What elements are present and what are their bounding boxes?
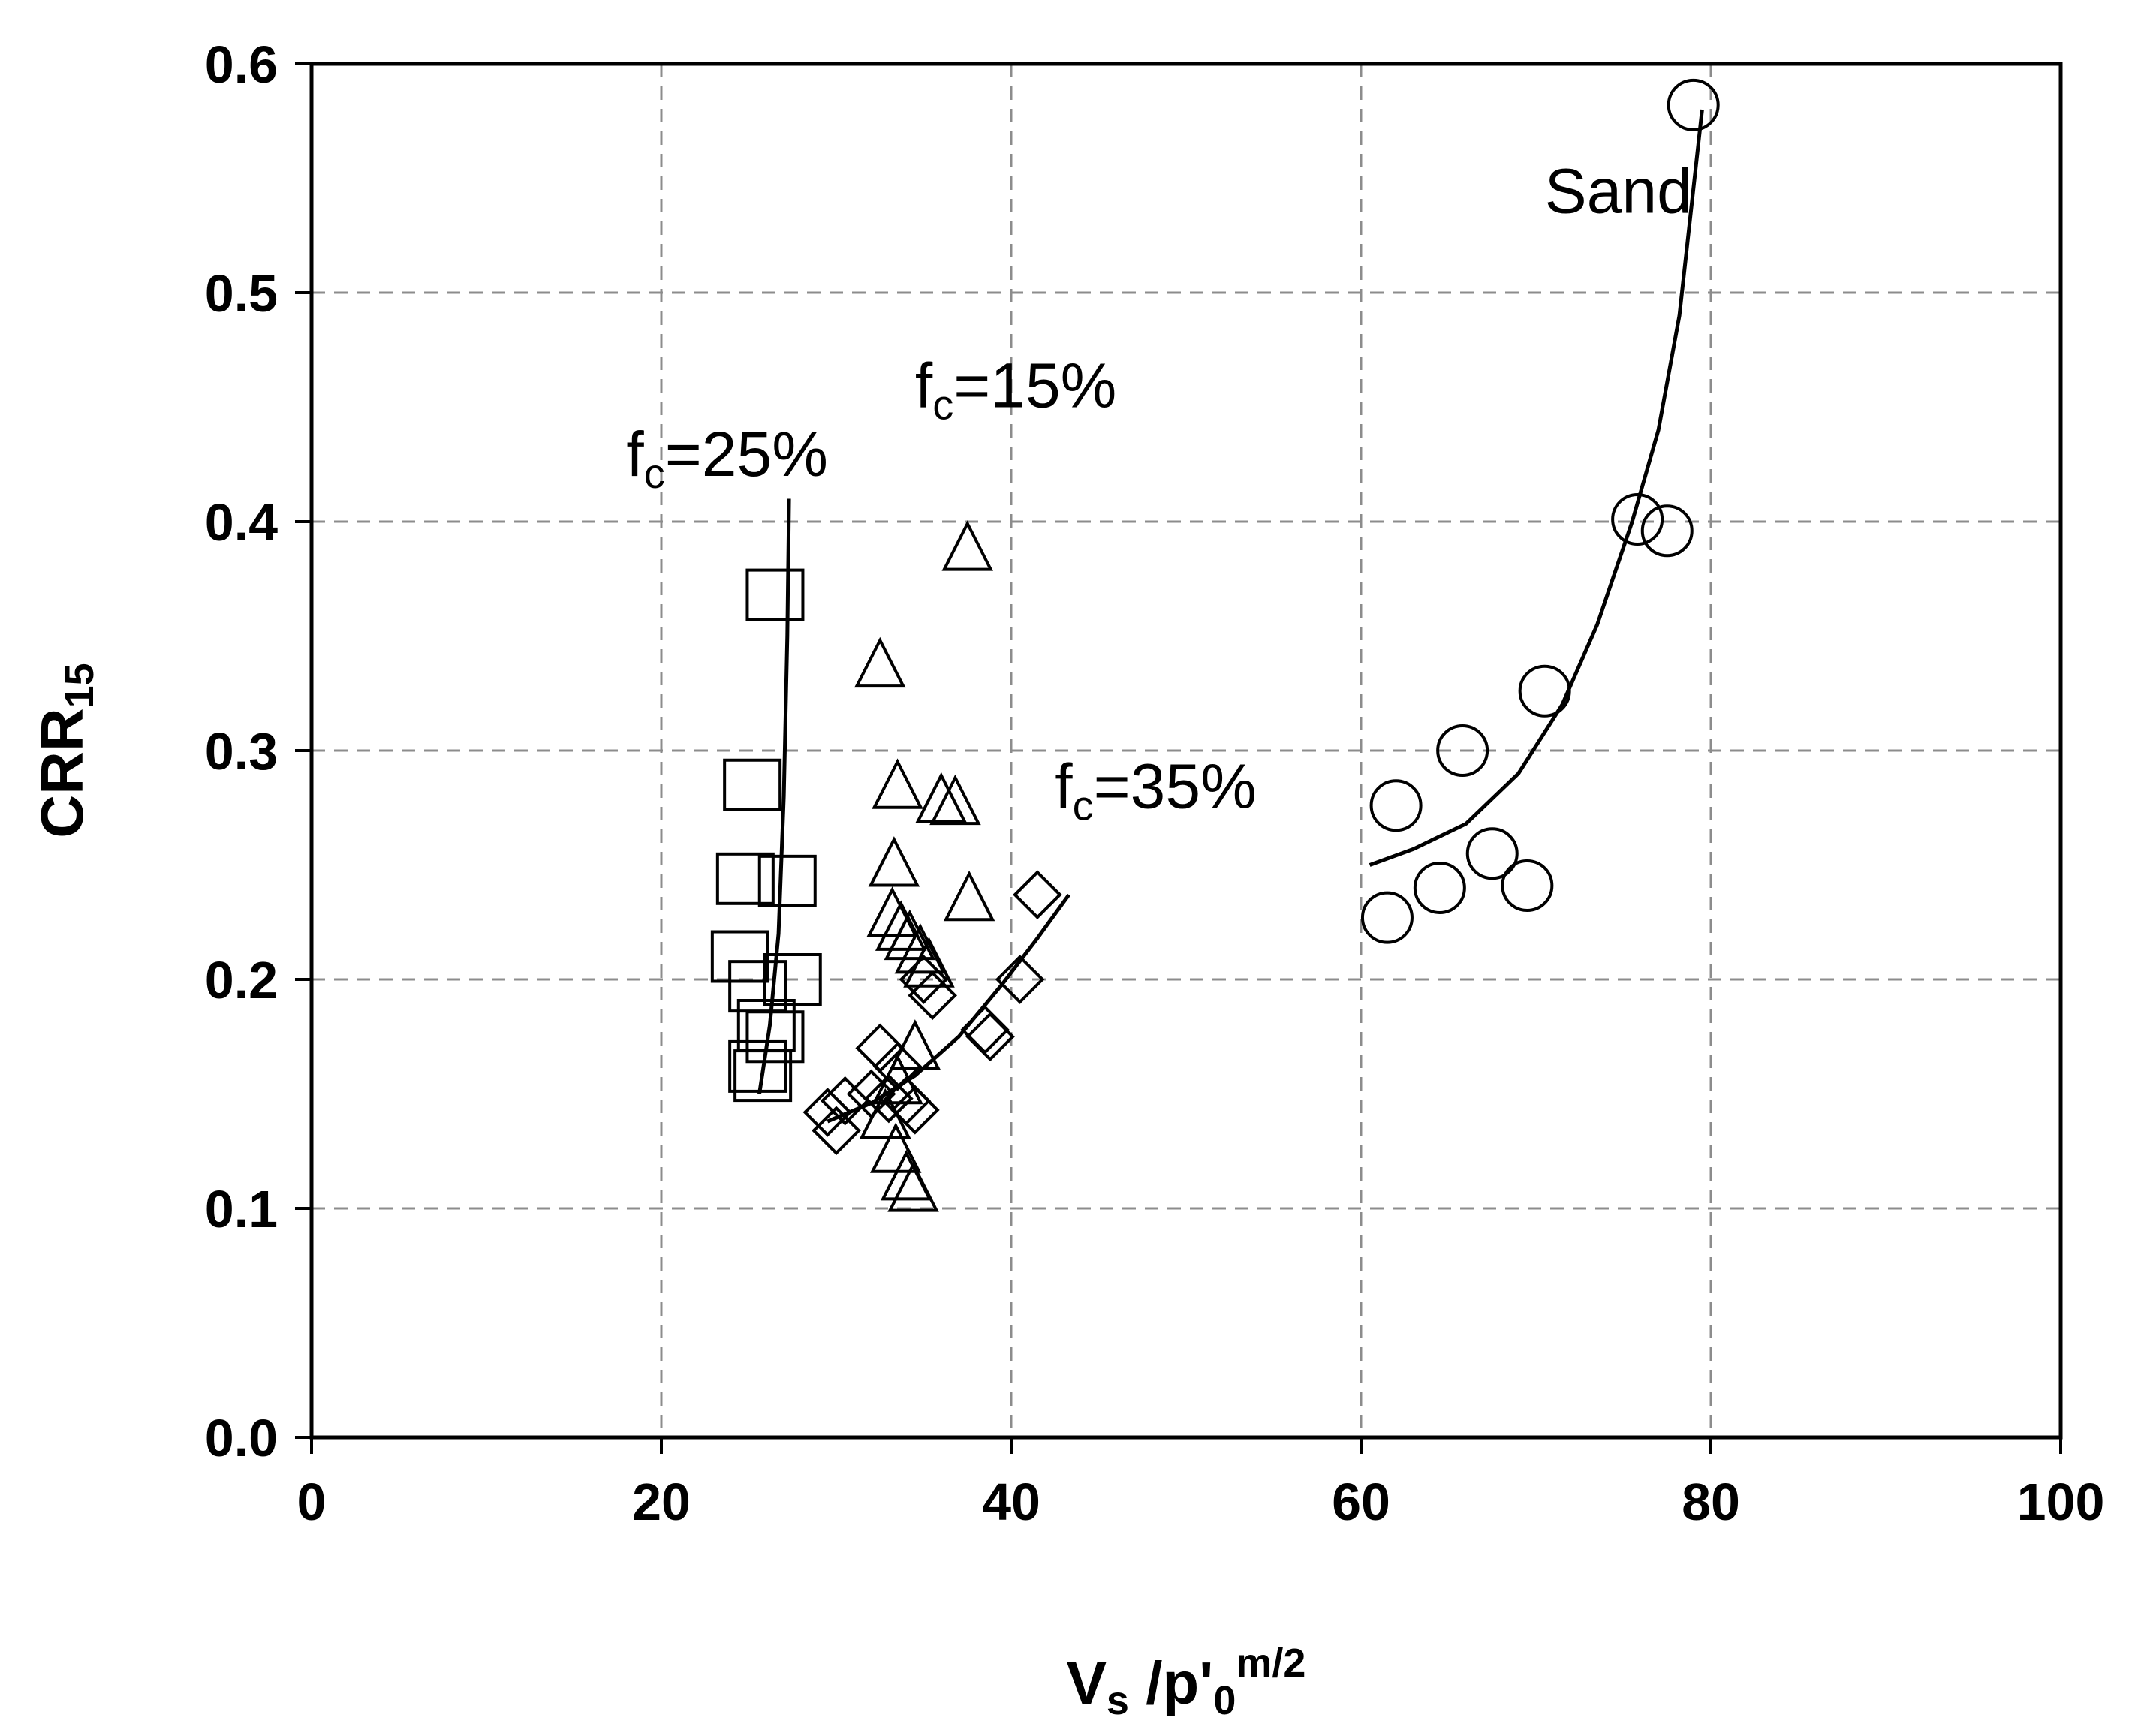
x-tick-label: 20 (632, 1473, 691, 1531)
circle-marker (1611, 492, 1664, 546)
diamond-marker (802, 1088, 853, 1137)
circle-marker (1667, 78, 1720, 131)
diamond-marker (812, 1106, 861, 1156)
diamond-marker (995, 955, 1045, 1004)
square-marker (745, 568, 805, 621)
data-markers (710, 78, 1720, 1212)
square-marker (710, 930, 769, 983)
annotation-label: Sand (1545, 155, 1692, 226)
square-marker (723, 758, 782, 811)
x-tick-labels: 0 20 40 60 80 100 (297, 1473, 2105, 1531)
triangle-marker (884, 909, 936, 961)
x-tick-label: 0 (297, 1473, 327, 1531)
y-tick-label: 0.0 (205, 1409, 278, 1467)
x-axis-title: Vs /p'0m/2 (1067, 1641, 1306, 1723)
diamond-marker (908, 970, 957, 1021)
circle-fit-curve (1369, 109, 1704, 867)
annotation-label: fc=15% (915, 351, 1117, 429)
circle-marker (1465, 827, 1519, 880)
y-tick-label: 0.4 (205, 493, 278, 552)
x-tick-label: 100 (2017, 1473, 2105, 1531)
y-tick-label: 0.1 (205, 1180, 278, 1238)
square-marker (757, 854, 817, 907)
y-tick-label: 0.2 (205, 951, 278, 1009)
circle-marker (1501, 859, 1554, 912)
diamond-marker (1013, 870, 1062, 919)
triangle-marker (866, 886, 918, 937)
diamond-marker (890, 1085, 940, 1135)
diamond-marker (965, 1012, 1015, 1062)
triangle-marker (943, 870, 995, 922)
diamond-fit-curve (827, 893, 1070, 1124)
y-tick-labels: 0.0 0.1 0.2 0.3 0.4 0.5 0.6 (205, 35, 278, 1467)
circle-marker (1369, 779, 1423, 832)
circle-marker (1436, 724, 1489, 777)
triangle-marker (868, 836, 920, 887)
plot-frame (309, 62, 2063, 1440)
annotations: Sand fc=25% fc=15% fc=35% (626, 155, 1691, 829)
diamond-marker (899, 955, 949, 1004)
x-tick-label: 40 (982, 1473, 1040, 1531)
x-tick-label: 60 (1332, 1473, 1390, 1531)
square-marker (763, 953, 822, 1006)
triangle-marker (915, 772, 968, 823)
circle-marker (1640, 504, 1694, 558)
x-tick-label: 80 (1682, 1473, 1740, 1531)
axis-ticks (295, 62, 2062, 1454)
y-tick-label: 0.5 (205, 264, 278, 323)
triangle-marker (941, 520, 994, 571)
annotation-label: fc=25% (626, 419, 828, 497)
triangle-marker (894, 922, 947, 974)
diamond-marker (820, 1076, 870, 1126)
fit-curves (757, 109, 1704, 1124)
grid-lines (312, 64, 2061, 1437)
circle-marker (1518, 664, 1571, 718)
square-marker (728, 1039, 787, 1093)
circle-marker (1413, 862, 1466, 914)
diamond-marker (855, 1023, 905, 1073)
y-tick-label: 0.6 (205, 35, 278, 94)
diamond-marker (960, 1005, 1010, 1055)
annotation-label: fc=35% (1055, 751, 1257, 829)
square-marker (733, 1049, 793, 1103)
triangle-marker (872, 758, 923, 809)
y-tick-label: 0.3 (205, 722, 278, 781)
diamond-marker (864, 1073, 914, 1124)
circle-marker (1360, 891, 1414, 944)
triangle-marker (929, 774, 981, 826)
triangle-marker (889, 1019, 941, 1070)
square-fit-curve (757, 498, 791, 1094)
triangle-marker (854, 636, 906, 688)
triangle-marker (887, 1161, 939, 1212)
square-marker (745, 1010, 805, 1064)
square-marker (715, 852, 775, 905)
diamond-marker (846, 1069, 896, 1119)
triangle-marker (875, 900, 927, 951)
y-axis-title: CRR15 (29, 663, 102, 838)
